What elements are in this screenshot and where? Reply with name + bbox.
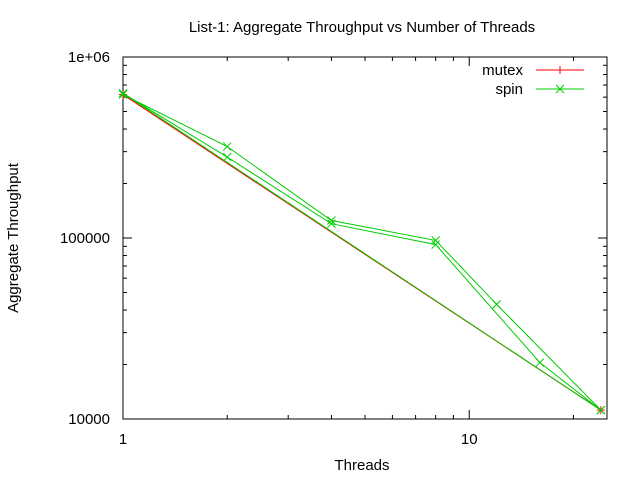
legend-label: spin — [495, 81, 523, 98]
legend-item-spin: spin — [495, 81, 584, 98]
axis-tick-labels: 1 10 10000 100000 1e+06 — [60, 49, 478, 448]
x-axis-label: Threads — [334, 457, 389, 474]
y-tick-label: 1e+06 — [68, 49, 110, 66]
data-point-spin — [492, 299, 501, 309]
axis-ticks — [122, 56, 607, 420]
x-tick-label: 1 — [119, 431, 127, 448]
data-point-spin — [431, 240, 441, 249]
plot-frame — [122, 56, 608, 420]
legend-item-mutex: mutex — [482, 62, 584, 79]
legend-marker — [555, 84, 565, 94]
data-point-spin — [327, 216, 336, 225]
data-point-spin — [222, 142, 232, 151]
series-layer — [118, 88, 606, 415]
chart-title: List-1: Aggregate Throughput vs Number o… — [189, 19, 535, 36]
data-point-spin — [118, 88, 128, 98]
legend-marker — [556, 66, 564, 74]
y-tick-label: 100000 — [60, 230, 110, 247]
data-point-spin — [431, 236, 441, 245]
data-point-spin — [118, 90, 128, 99]
data-point-spin — [535, 358, 545, 367]
data-point-spin — [596, 405, 606, 415]
legend: mutex spin — [482, 62, 584, 98]
series-spin — [118, 88, 606, 415]
x-tick-label: 10 — [461, 431, 478, 448]
data-point-spin — [327, 219, 336, 229]
y-axis-label: Aggregate Throughput — [5, 162, 22, 313]
legend-label: mutex — [482, 62, 523, 79]
y-tick-label: 10000 — [68, 411, 110, 428]
series-line-spin — [122, 92, 602, 411]
data-point-spin — [222, 152, 232, 162]
